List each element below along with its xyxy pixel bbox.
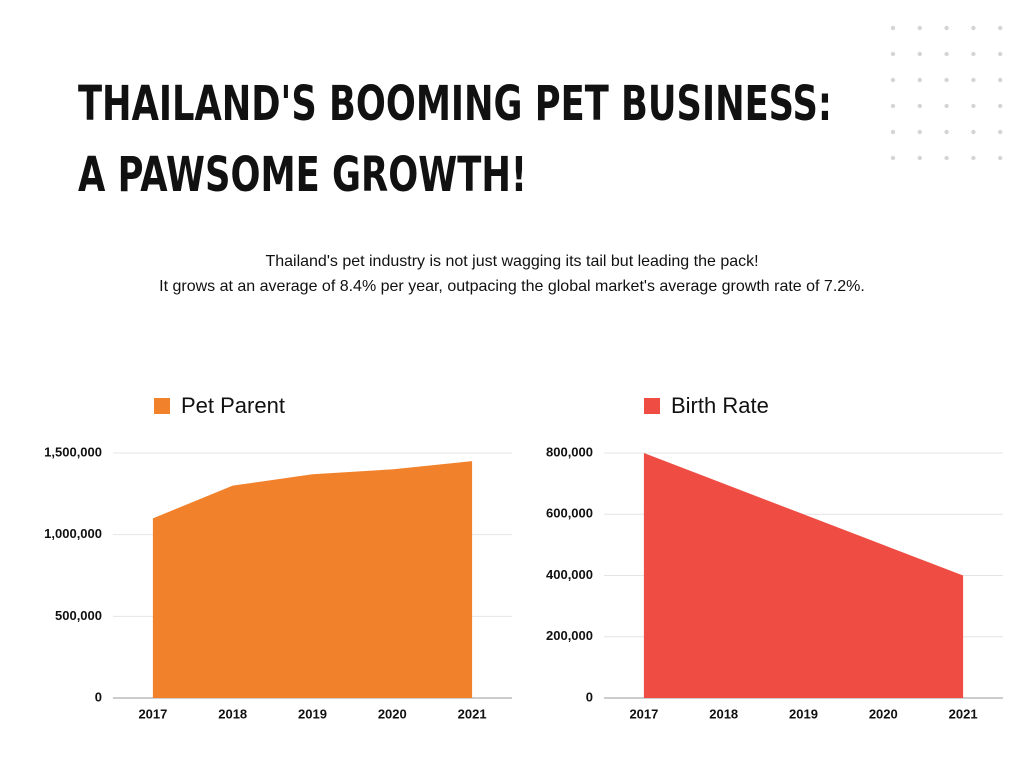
dot bbox=[944, 129, 949, 135]
y-tick-label: 0 bbox=[95, 689, 102, 704]
y-tick-label: 200,000 bbox=[546, 628, 593, 643]
dot bbox=[890, 103, 896, 109]
dot bbox=[998, 25, 1003, 31]
x-tick-label: 2019 bbox=[298, 706, 327, 721]
dot bbox=[971, 51, 976, 57]
x-tick-label: 2019 bbox=[789, 706, 818, 721]
dot bbox=[998, 77, 1003, 83]
dot bbox=[971, 155, 976, 161]
x-tick-label: 2020 bbox=[378, 706, 407, 721]
title-line: A PAWSOME GROWTH! bbox=[78, 147, 527, 203]
x-tick-label: 2017 bbox=[629, 706, 658, 721]
y-tick-label: 600,000 bbox=[546, 506, 593, 521]
dot bbox=[971, 129, 976, 135]
dot bbox=[944, 25, 949, 31]
x-tick-label: 2018 bbox=[218, 706, 247, 721]
legend-swatch bbox=[154, 398, 170, 414]
legend-swatch bbox=[644, 398, 660, 414]
x-tick-label: 2021 bbox=[949, 706, 978, 721]
dot bbox=[917, 51, 922, 57]
dot bbox=[890, 155, 896, 161]
legend-label: Pet Parent bbox=[181, 393, 285, 418]
dot bbox=[944, 77, 949, 83]
y-tick-label: 800,000 bbox=[546, 444, 593, 459]
title-line: THAILAND'S BOOMING PET BUSINESS: bbox=[78, 76, 832, 132]
dot bbox=[998, 129, 1003, 135]
dot bbox=[917, 25, 922, 31]
dot bbox=[890, 77, 896, 83]
dot bbox=[971, 77, 976, 83]
dot bbox=[998, 103, 1003, 109]
dot bbox=[971, 25, 976, 31]
subtitle-line: Thailand's pet industry is not just wagg… bbox=[265, 253, 758, 270]
dot bbox=[998, 51, 1003, 57]
area bbox=[152, 461, 473, 698]
dot bbox=[944, 155, 949, 161]
dot bbox=[998, 155, 1003, 161]
dot bbox=[944, 51, 949, 57]
dot bbox=[890, 25, 896, 31]
x-tick-label: 2017 bbox=[138, 706, 167, 721]
dot bbox=[944, 103, 949, 109]
x-tick-label: 2021 bbox=[458, 706, 487, 721]
legend-label: Birth Rate bbox=[671, 393, 769, 418]
y-tick-label: 1,000,000 bbox=[44, 526, 102, 541]
dot bbox=[971, 103, 976, 109]
decoration bbox=[890, 25, 1003, 161]
y-tick-label: 1,500,000 bbox=[44, 444, 102, 459]
dot bbox=[917, 103, 922, 109]
y-tick-label: 0 bbox=[586, 689, 593, 704]
area bbox=[643, 453, 964, 698]
y-tick-label: 500,000 bbox=[55, 608, 102, 623]
dot bbox=[890, 129, 896, 135]
x-tick-label: 2020 bbox=[869, 706, 898, 721]
x-tick-label: 2018 bbox=[709, 706, 738, 721]
dot bbox=[890, 51, 896, 57]
dot bbox=[917, 77, 922, 83]
dot bbox=[917, 155, 922, 161]
subtitle-line: It grows at an average of 8.4% per year,… bbox=[159, 278, 865, 295]
y-tick-label: 400,000 bbox=[546, 567, 593, 582]
dot bbox=[917, 129, 922, 135]
